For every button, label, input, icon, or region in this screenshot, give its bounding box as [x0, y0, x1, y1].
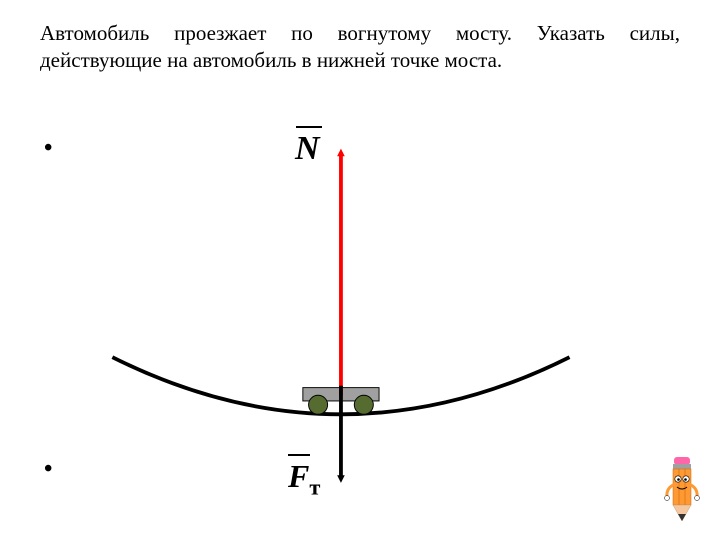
label-n: N: [295, 130, 320, 168]
label-n-text: N: [295, 130, 320, 167]
car-wheel-left: [309, 395, 328, 414]
car-wheel-right: [354, 395, 373, 414]
problem-title: Автомобиль проезжает по вогнутому мосту.…: [40, 20, 680, 75]
pencil-icon: [660, 455, 705, 525]
label-f-sub: т: [309, 474, 320, 499]
physics-diagram: [0, 100, 720, 500]
label-f: Fт: [288, 458, 320, 500]
label-f-text: F: [288, 458, 309, 494]
